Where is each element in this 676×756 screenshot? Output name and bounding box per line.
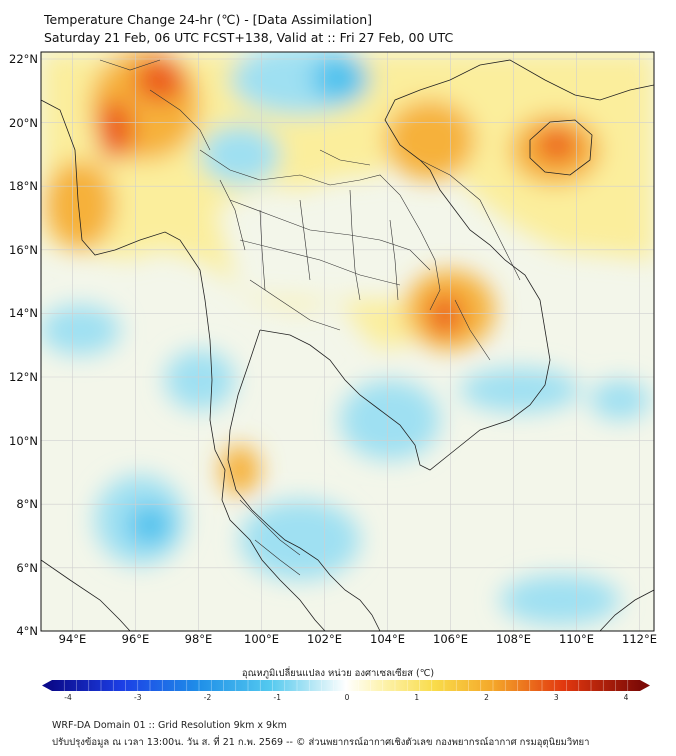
- colorbar-tick-label: -2: [203, 693, 212, 702]
- colorbar-tick-label: 4: [623, 693, 629, 702]
- footer-model-info: WRF-DA Domain 01 :: Grid Resolution 9km …: [52, 720, 287, 731]
- longitude-label: 106°E: [433, 632, 468, 646]
- latitude-label: 6°N: [16, 560, 38, 575]
- colorbar-tick-label: 3: [553, 693, 559, 702]
- latitude-label: 8°N: [16, 497, 38, 512]
- map-subtitle: Saturday 21 Feb, 06 UTC FCST+138, Valid …: [44, 30, 454, 45]
- colorbar-tick-label: -4: [64, 693, 72, 702]
- map-title: Temperature Change 24-hr (℃) - [Data Ass…: [44, 12, 373, 27]
- colorbar-max-arrow: [640, 680, 650, 691]
- longitude-label: 110°E: [559, 632, 594, 646]
- latitude-label: 18°N: [9, 179, 38, 194]
- latitude-label: 10°N: [9, 433, 38, 448]
- colorbar-tick-label: -1: [273, 693, 281, 702]
- latitude-label: 12°N: [9, 370, 38, 384]
- temperature-field: [41, 52, 654, 631]
- latitude-label: 20°N: [9, 115, 38, 130]
- longitude-label: 112°E: [622, 632, 657, 646]
- colorbar-divisions: [63, 680, 629, 691]
- latitude-label: 22°N: [9, 52, 38, 66]
- longitude-label: 94°E: [58, 632, 87, 646]
- colorbar-tick-label: -3: [134, 693, 142, 702]
- colorbar-tick-label: 2: [484, 693, 489, 702]
- longitude-label: 104°E: [370, 632, 405, 646]
- colorbar-title: อุณหภูมิเปลี่ยนแปลง หน่วย องศาเซลเซียส (…: [241, 668, 435, 679]
- latitude-label: 14°N: [9, 306, 38, 321]
- coastlines: [41, 59, 654, 631]
- latitude-label: 16°N: [9, 242, 38, 257]
- footer-credit: ปรับปรุงข้อมูล ณ เวลา 13:00น. วัน ส. ที่…: [52, 737, 590, 748]
- colorbar-tick-label: 0: [344, 693, 350, 702]
- graticule: [41, 52, 654, 631]
- colorbar-tick-label: 1: [414, 693, 420, 702]
- longitude-label: 108°E: [496, 632, 531, 646]
- longitude-label: 100°E: [244, 632, 279, 646]
- longitude-label: 96°E: [121, 632, 150, 646]
- plot-frame: [40, 51, 655, 632]
- latitude-label: 4°N: [16, 624, 38, 639]
- longitude-label: 102°E: [307, 632, 342, 646]
- province-borders: [99, 59, 521, 576]
- longitude-label: 98°E: [184, 632, 213, 646]
- temperature-anomalies: [41, 52, 654, 625]
- colorbar-min-arrow: [42, 680, 52, 691]
